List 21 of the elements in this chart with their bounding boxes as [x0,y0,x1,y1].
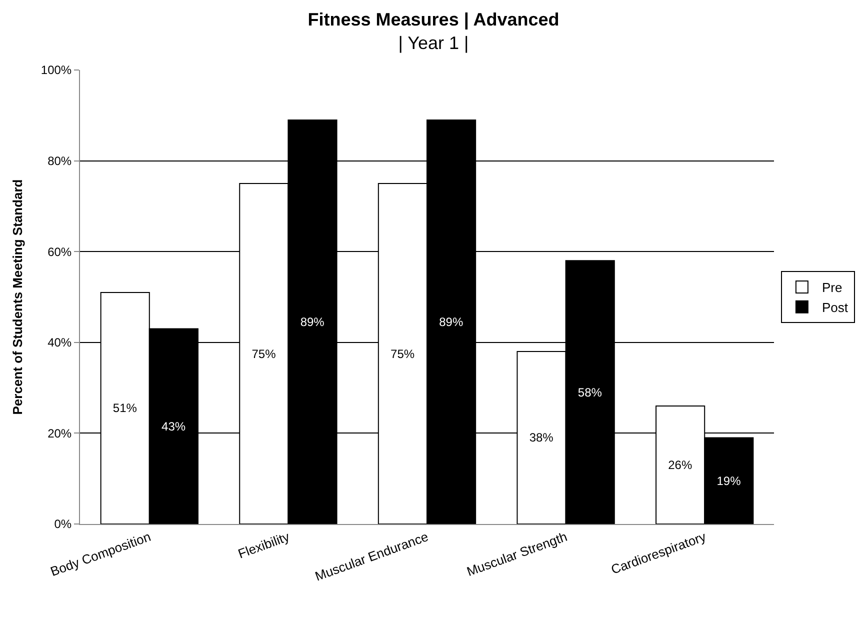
y-tick-label: 20% [48,426,72,440]
chart-title: Fitness Measures | Advanced [308,9,560,30]
data-label: 75% [252,346,276,361]
legend-label: Post [822,300,848,315]
data-label: 43% [162,419,186,434]
data-label: 58% [578,385,602,400]
data-label: 89% [439,314,464,329]
y-tick-label: 80% [48,154,72,168]
y-tick-label: 0% [54,517,72,532]
data-label: 38% [529,430,554,445]
y-tick-label: 100% [40,63,72,78]
data-label: 19% [716,474,742,488]
data-label: 89% [300,314,325,329]
y-axis-title: Percent of Students Meeting Standard [10,179,25,415]
data-label: 75% [390,346,415,361]
data-label: 51% [112,401,138,416]
legend-label: Pre [822,280,842,296]
chart-subtitle: | Year 1 | [398,32,469,53]
y-tick-label: 60% [48,244,72,259]
y-tick-label: 40% [48,336,72,350]
data-label: 26% [668,458,692,472]
